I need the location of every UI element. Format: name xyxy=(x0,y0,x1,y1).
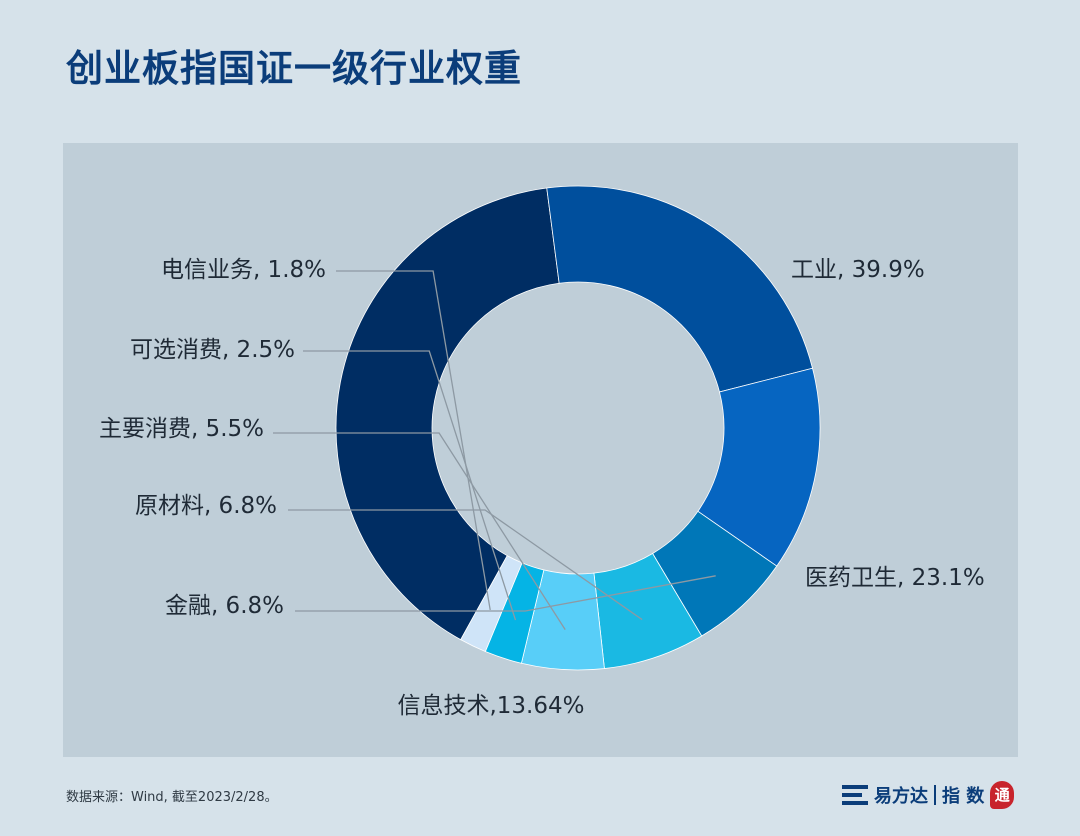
slice-工业 xyxy=(335,187,560,641)
slice-label-电信业务: 电信业务, 1.8% xyxy=(161,257,326,283)
chart-panel: 工业, 39.9% 医药卫生, 23.1% 信息技术,13.64% 金融, 6.8% 原… xyxy=(63,143,1018,757)
leader-line-原材料 xyxy=(288,509,643,621)
slice-label-主要消费: 主要消费, 5.5% xyxy=(99,416,264,442)
slice-label-工业: 工业, 39.9% xyxy=(791,257,925,283)
brand-name: 易方达 xyxy=(874,786,928,807)
leader-line-金融 xyxy=(295,575,716,612)
brand-mark-icon xyxy=(842,785,868,805)
leader-line-可选消费 xyxy=(303,350,517,621)
slice-label-信息技术: 信息技术,13.64% xyxy=(397,693,584,719)
leader-line-电信业务 xyxy=(336,270,491,611)
slice-电信业务 xyxy=(460,555,523,653)
brand-product: 指 数 xyxy=(942,786,985,807)
data-source-note: 数据来源：Wind, 截至2023/2/28。 xyxy=(66,790,278,805)
slice-label-金融: 金融, 6.8% xyxy=(165,593,284,619)
slice-label-原材料: 原材料, 6.8% xyxy=(135,493,277,519)
donut-chart: 工业, 39.9% 医药卫生, 23.1% 信息技术,13.64% 金融, 6.8% 原… xyxy=(99,185,985,719)
slice-医药卫生 xyxy=(546,185,813,393)
leader-line-主要消费 xyxy=(273,432,566,630)
slice-label-医药卫生: 医药卫生, 23.1% xyxy=(805,565,985,591)
page-title: 创业板指国证一级行业权重 xyxy=(66,47,522,90)
brand-logo: 易方达 指 数 通 xyxy=(842,778,1015,812)
brand-stamp-icon: 通 xyxy=(990,781,1015,809)
logo-divider xyxy=(934,785,936,805)
slice-label-可选消费: 可选消费, 2.5% xyxy=(130,337,295,363)
